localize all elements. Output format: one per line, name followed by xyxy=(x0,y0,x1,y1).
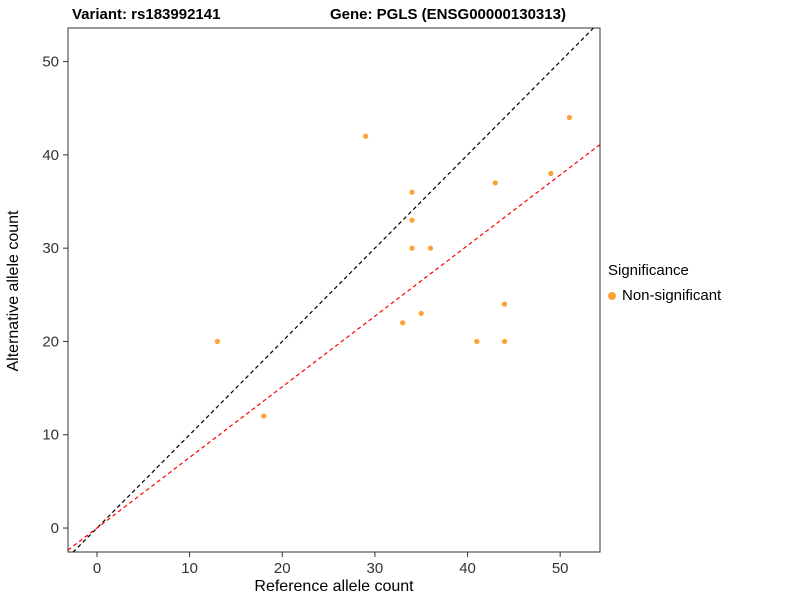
data-point xyxy=(548,170,554,177)
x-tick-label: 20 xyxy=(274,560,291,577)
x-tick-label: 0 xyxy=(93,560,101,577)
data-point xyxy=(566,114,573,121)
data-point xyxy=(418,310,424,317)
data-point xyxy=(409,245,415,251)
data-point xyxy=(214,338,221,345)
legend-item-label: Non-significant xyxy=(622,287,722,304)
data-point xyxy=(363,133,369,139)
y-tick-label: 50 xyxy=(42,54,59,71)
y-tick-label: 0 xyxy=(51,520,59,537)
data-point xyxy=(474,338,480,345)
legend-title: Significance xyxy=(608,262,689,279)
x-tick-label: 10 xyxy=(181,560,198,577)
y-tick-label: 20 xyxy=(42,333,59,350)
data-point xyxy=(261,413,267,419)
data-point xyxy=(409,217,415,223)
y-tick-label: 30 xyxy=(42,240,59,257)
legend-item-non-significant: Non-significant xyxy=(608,287,721,304)
data-point xyxy=(409,189,415,195)
x-tick-label: 40 xyxy=(459,560,476,577)
plot-panel xyxy=(67,27,601,553)
gene-title: Gene: PGLS (ENSG00000130313) xyxy=(330,6,566,23)
data-point xyxy=(501,301,508,307)
legend-point-icon xyxy=(608,291,616,300)
y-tick-label: 40 xyxy=(42,147,59,164)
y-axis-title: Alternative allele count xyxy=(5,210,22,372)
data-point xyxy=(427,245,434,251)
legend: Significance Non-significant xyxy=(608,262,721,304)
x-axis-title: Reference allele count xyxy=(254,578,414,595)
y-tick-label: 10 xyxy=(42,427,59,444)
data-point xyxy=(492,180,498,186)
variant-title: Variant: rs183992141 xyxy=(72,6,221,23)
data-point xyxy=(400,320,406,326)
x-tick-label: 50 xyxy=(552,560,569,577)
data-point xyxy=(501,338,508,345)
x-tick-label: 30 xyxy=(367,560,384,577)
